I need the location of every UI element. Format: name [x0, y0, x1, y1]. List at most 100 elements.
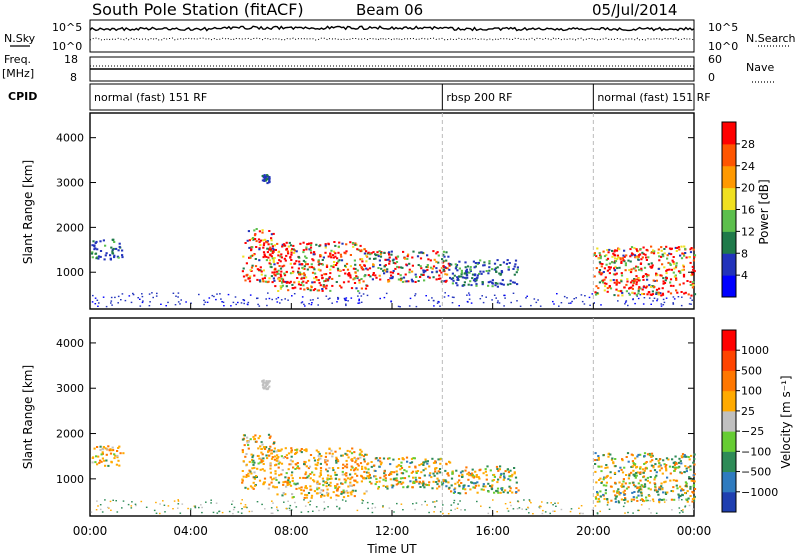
data-cell [488, 260, 491, 263]
data-cell [466, 265, 470, 268]
data-cell [388, 256, 391, 259]
data-cell [613, 250, 616, 253]
data-cell [94, 252, 98, 255]
data-cell [606, 287, 609, 290]
data-cell [642, 471, 645, 474]
data-cell [356, 474, 359, 477]
data-cell [263, 277, 266, 280]
scatter-cell [200, 504, 202, 506]
data-cell [669, 479, 672, 482]
data-cell [630, 268, 633, 271]
data-cell [330, 249, 333, 252]
data-cell [354, 242, 357, 245]
data-cell [248, 280, 252, 283]
data-cell [246, 436, 249, 439]
data-cell [400, 482, 403, 485]
data-cell [269, 246, 272, 249]
data-cell [691, 265, 694, 268]
data-cell [378, 274, 381, 277]
data-cell [299, 449, 302, 452]
data-cell [600, 265, 603, 268]
data-cell [450, 477, 454, 480]
data-cell [115, 247, 118, 250]
data-cell [617, 488, 620, 491]
scatter-cell [185, 301, 187, 303]
data-cell [287, 468, 290, 471]
data-cell [594, 459, 597, 461]
data-cell [665, 464, 668, 466]
scatter-cell [104, 499, 106, 501]
y-tick-label: 4000 [56, 337, 84, 350]
data-cell [317, 482, 320, 485]
data-cell [513, 281, 516, 284]
data-cell [504, 489, 507, 492]
scatter-cell [194, 506, 197, 509]
scatter-cell [307, 511, 310, 513]
data-cell [268, 177, 271, 180]
scatter-cell [361, 499, 363, 501]
data-cell [345, 243, 348, 246]
data-cell [632, 481, 635, 484]
data-cell [312, 259, 315, 262]
scatter-cell [563, 295, 566, 298]
scatter-cell [497, 300, 499, 302]
data-cell [255, 246, 258, 248]
scatter-cell [678, 512, 681, 514]
data-cell [643, 463, 646, 465]
data-cell [339, 253, 342, 256]
data-cell [651, 293, 655, 296]
data-cell [359, 448, 362, 451]
data-cell [252, 463, 255, 466]
data-cell [300, 492, 303, 495]
data-cell [462, 284, 466, 286]
data-cell [405, 280, 408, 283]
data-cell [270, 452, 273, 455]
data-cell [273, 486, 276, 489]
data-cell [317, 260, 320, 263]
data-cell [279, 267, 283, 270]
data-cell [265, 255, 268, 258]
data-cell [268, 262, 271, 265]
scatter-cell [688, 303, 691, 305]
data-cell [400, 277, 403, 280]
data-cell [681, 494, 684, 497]
data-cell [435, 278, 438, 281]
data-cell [654, 463, 657, 466]
data-cell [683, 471, 686, 473]
scatter-cell [371, 503, 374, 505]
data-cell [631, 460, 634, 463]
scatter-cell [546, 502, 549, 504]
data-cell [611, 457, 614, 460]
data-cell [285, 270, 288, 273]
scatter-cell [310, 303, 313, 306]
scatter-cell [276, 508, 278, 510]
data-cell [252, 238, 255, 241]
data-cell [619, 290, 622, 293]
data-cell [357, 464, 360, 467]
noise-search-trace [89, 37, 695, 41]
data-cell [491, 268, 494, 271]
data-cell [669, 284, 673, 287]
data-cell [253, 476, 256, 479]
data-cell [271, 245, 274, 248]
scatter-cell [525, 297, 527, 299]
data-cell [368, 257, 371, 260]
scatter-cell [453, 296, 455, 299]
colorbar-swatch [722, 330, 736, 351]
data-cell [357, 457, 360, 460]
data-cell [608, 272, 611, 275]
data-cell [402, 486, 405, 489]
data-cell [594, 496, 597, 499]
data-cell [390, 250, 393, 253]
data-cell [118, 245, 121, 248]
data-cell [400, 467, 404, 469]
data-cell [111, 446, 114, 449]
data-cell [277, 269, 280, 272]
data-cell [665, 277, 668, 280]
data-cell [350, 493, 353, 496]
data-cell [415, 276, 418, 278]
data-cell [277, 481, 281, 484]
data-cell [318, 262, 321, 265]
data-cell [251, 254, 254, 257]
data-cell [287, 479, 290, 482]
